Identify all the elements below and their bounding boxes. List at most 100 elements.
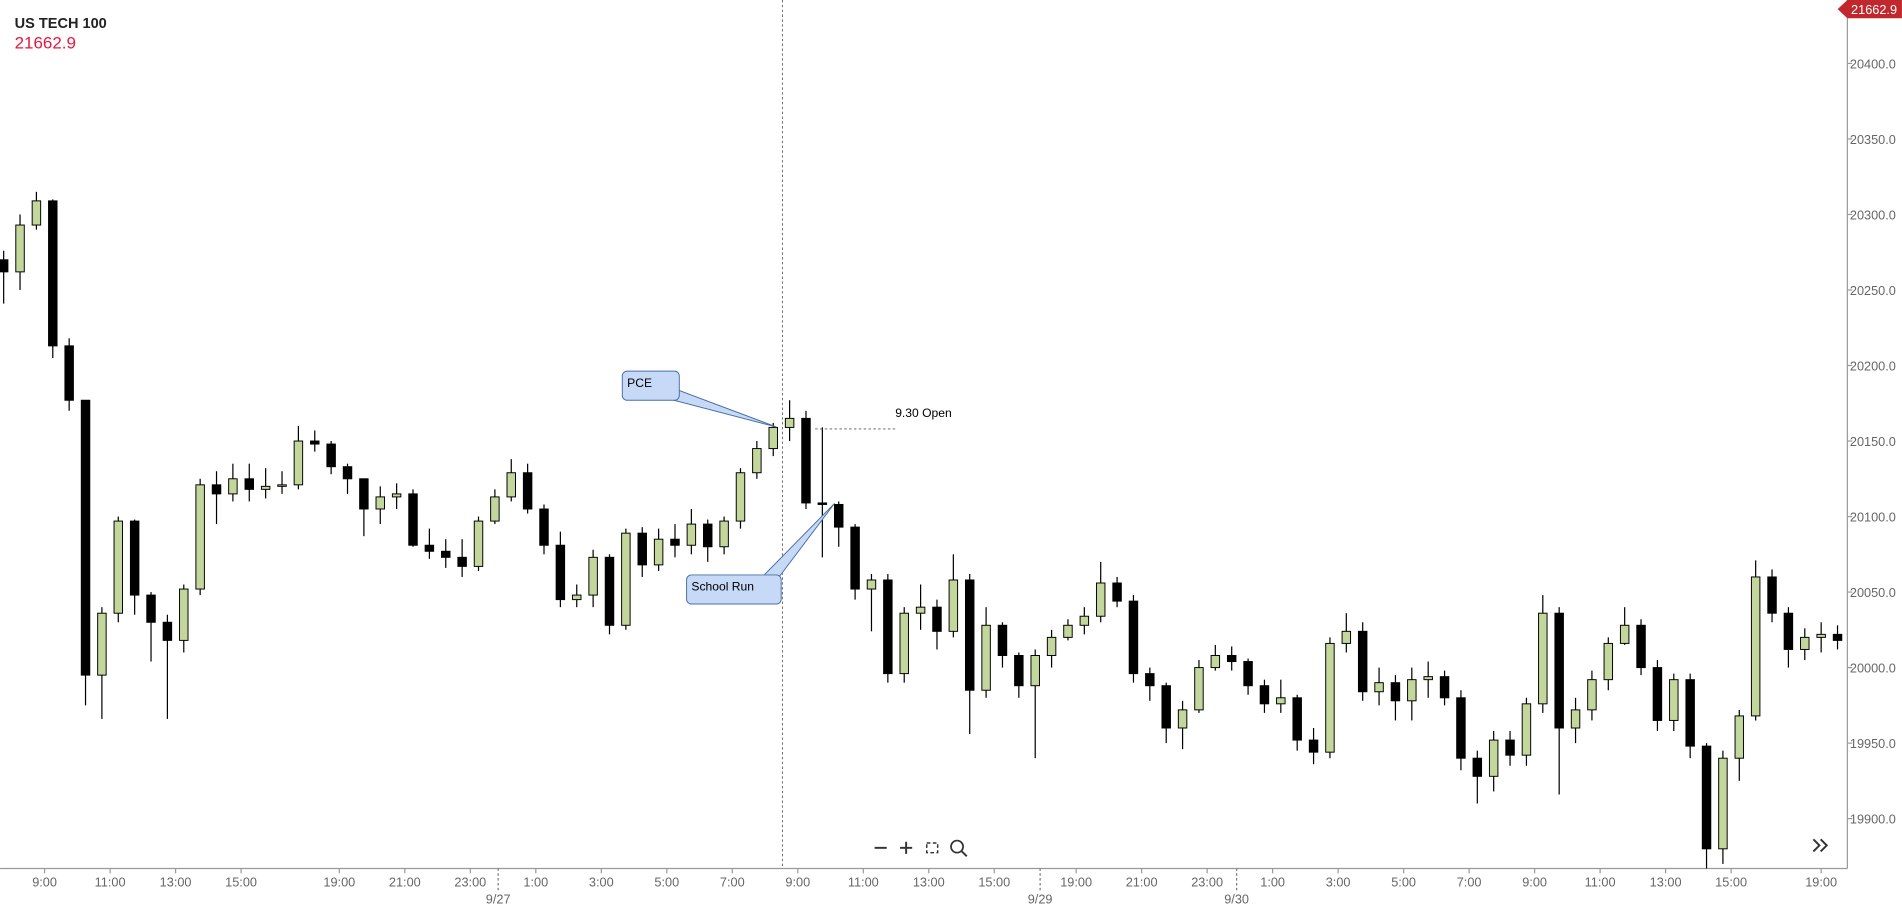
candle-body (506, 472, 516, 498)
candle-body (964, 579, 975, 691)
x-tick-label: 11:00 (95, 875, 126, 890)
candle-body (1210, 655, 1221, 669)
x-tick-label: 15:00 (1715, 875, 1747, 890)
x-tick-label: 1:00 (523, 875, 548, 890)
candle-body (1194, 667, 1204, 711)
candle-body (1325, 642, 1335, 753)
reset-zoom-button[interactable] (950, 839, 968, 858)
candle-body (784, 417, 795, 428)
candle-body (539, 508, 549, 546)
candle-body (1619, 624, 1630, 644)
x-tick-label: 13:00 (160, 875, 192, 890)
y-tick-label: 19900.0 (1850, 811, 1896, 826)
x-tick-label: 5:00 (1391, 875, 1416, 890)
candle-body (1636, 624, 1646, 669)
candle-body (64, 345, 74, 401)
candle-body (129, 520, 140, 596)
candle-body (408, 493, 418, 546)
candle-body (1488, 739, 1499, 777)
x-tick-label: 11:00 (1585, 875, 1616, 890)
candle-body (1259, 685, 1270, 705)
candle-body (277, 484, 287, 487)
candle-body (359, 478, 369, 510)
candle-body (703, 523, 713, 548)
candle-body (817, 502, 828, 505)
y-tick-label: 20150.0 (1850, 434, 1896, 449)
x-tick-label: 15:00 (978, 875, 1010, 890)
x-tick-label: 19:00 (1805, 875, 1837, 890)
x-tick-label: 23:00 (1191, 875, 1223, 890)
candle-body (948, 579, 959, 632)
candle-body (768, 426, 778, 450)
candle-body (1783, 612, 1794, 650)
candle-body (342, 466, 353, 480)
candle-body (1505, 739, 1515, 756)
candle-body (195, 484, 205, 590)
x-tick-label: 13:00 (913, 875, 945, 890)
candle-body (588, 556, 598, 596)
candle-body (1063, 624, 1073, 638)
y-tick-label: 19950.0 (1850, 736, 1896, 751)
x-tick-label: 9:00 (1522, 875, 1547, 890)
candle-body (932, 606, 942, 632)
price-tag-bg (1837, 0, 1902, 19)
candle-body (1472, 757, 1483, 777)
candle-body (228, 478, 238, 495)
candle-body (1341, 630, 1352, 644)
candle-body (915, 606, 926, 614)
callout: School Run (686, 503, 835, 605)
candle-body (1439, 676, 1450, 699)
candle-body (719, 520, 729, 548)
x-tick-label: 9:00 (785, 875, 810, 890)
candles (0, 191, 1843, 869)
candle-body (293, 440, 304, 486)
candle-body (1014, 655, 1024, 687)
candle-body (146, 594, 156, 623)
symbol-title: US TECH 100 (15, 16, 107, 32)
candle-body (1177, 709, 1188, 729)
date-label: 9/30 (1224, 892, 1249, 907)
candle-body (1538, 612, 1548, 705)
candle-body (244, 478, 255, 490)
candle-body (424, 544, 435, 552)
fit-button[interactable] (926, 842, 939, 854)
candle-body (833, 503, 844, 528)
candle-body (1357, 630, 1368, 693)
candle-body (0, 259, 9, 273)
zoom-in-button[interactable] (900, 841, 913, 854)
candle-body (1734, 715, 1745, 759)
callout: PCE (621, 370, 777, 428)
candle-body (653, 538, 664, 566)
candle-body (1292, 697, 1302, 741)
candle-body (310, 440, 320, 445)
candle-body (1521, 703, 1532, 756)
candle-body (80, 399, 91, 676)
x-tick-label: 9:00 (32, 875, 57, 890)
x-tick-label: 3:00 (589, 875, 614, 890)
callout-box (621, 370, 680, 401)
candle-body (866, 579, 877, 590)
candle-body (1570, 709, 1581, 729)
candle-body (604, 556, 615, 626)
candle-body (686, 523, 697, 546)
candle-body (1767, 576, 1777, 614)
callout-box (686, 574, 782, 605)
candle-body (1276, 697, 1286, 705)
y-tick-label: 20350.0 (1850, 132, 1896, 147)
candle-body (391, 493, 402, 498)
candle-body (1145, 673, 1155, 687)
price-tag-label: 21662.9 (1851, 2, 1897, 17)
candle-body (473, 520, 484, 567)
open-level-label: 9.30 Open (895, 406, 952, 420)
price-tag: 21662.9 (1837, 0, 1902, 19)
candle-body (15, 224, 25, 273)
candle-body (1243, 661, 1253, 687)
scroll-right-button[interactable] (1812, 838, 1829, 853)
callout-text: PCE (627, 376, 652, 390)
candle-body (981, 624, 991, 691)
y-tick-label: 20100.0 (1850, 509, 1896, 524)
candle-body (113, 520, 124, 614)
x-tick-label: 23:00 (454, 875, 486, 890)
candle-body (1095, 582, 1106, 617)
